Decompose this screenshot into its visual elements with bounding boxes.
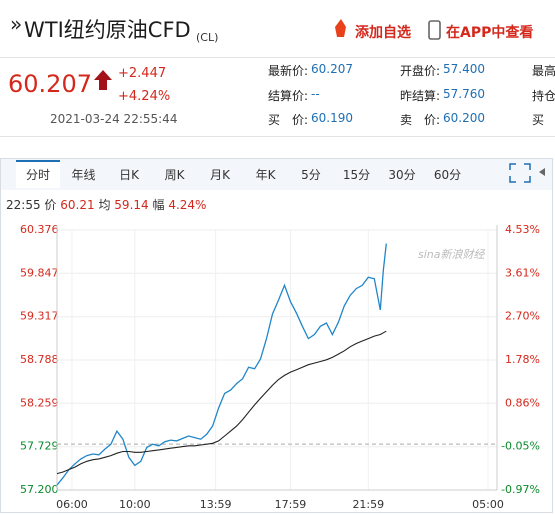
y2-tick-label: 1.78% <box>505 353 540 366</box>
field-label: 最高 <box>532 64 555 78</box>
tab-scroll[interactable] <box>539 168 545 176</box>
tab[interactable]: 年K <box>255 168 276 182</box>
y-tick-label: 59.847 <box>20 266 59 279</box>
field-label: 买 价: <box>268 113 309 127</box>
tab[interactable]: 月K <box>210 168 230 182</box>
flame-icon <box>335 19 346 37</box>
field-label: 开盘价: <box>400 64 441 78</box>
up-arrow <box>94 70 112 90</box>
info-amp: 4.24% <box>168 198 207 212</box>
field-label: 结算价: <box>268 89 309 103</box>
info-avg: 59.14 <box>114 198 149 212</box>
field-label: 卖 价: <box>400 113 441 127</box>
y-tick-label: 60.376 <box>20 223 59 236</box>
y-tick-label: 57.200 <box>20 483 59 496</box>
x-tick-label: 05:00 <box>472 498 504 511</box>
x-tick-label: 21:59 <box>352 498 384 511</box>
title-mark: » <box>10 12 23 36</box>
field-label: 买 <box>532 113 545 127</box>
x-tick-label: 17:59 <box>275 498 307 511</box>
y-tick-label: 57.729 <box>20 440 59 453</box>
tab[interactable]: 分时 <box>16 160 60 188</box>
chart-frame <box>0 158 553 513</box>
add-watchlist[interactable]: 添加自选 <box>355 25 411 41</box>
field-value: -- <box>311 87 320 101</box>
y2-tick-label: -0.97% <box>501 483 540 496</box>
info-label: 幅 <box>152 198 165 212</box>
info-line: 22:55 价 60.21 均 59.14 幅 4.24% <box>6 196 206 213</box>
y2-tick-label: 4.53% <box>505 223 540 236</box>
quote-time: 2021-03-24 22:55:44 <box>50 112 178 126</box>
y-tick-label: 58.788 <box>20 353 59 366</box>
field-value: 60.190 <box>311 111 353 125</box>
tab[interactable]: 30分 <box>388 168 416 182</box>
tab[interactable]: 日K <box>119 168 139 182</box>
watermark: sina新浪财经 <box>418 248 485 261</box>
info-price: 60.21 <box>60 198 95 212</box>
tab[interactable]: 5分 <box>301 168 321 182</box>
y2-tick-label: 3.61% <box>505 266 540 279</box>
field-value: 60.207 <box>311 62 353 76</box>
phone-icon <box>428 20 441 40</box>
field-label: 持仓 <box>532 89 555 103</box>
y2-tick-label: 0.86% <box>505 396 540 409</box>
info-time: 22:55 <box>6 198 41 212</box>
y2-tick-label: 2.70% <box>505 310 540 323</box>
tab-bar <box>1 159 552 190</box>
price-line <box>56 243 387 486</box>
field-value: 57.760 <box>443 87 485 101</box>
x-tick-label: 06:00 <box>56 498 88 511</box>
y2-tick-label: -0.05% <box>501 440 540 453</box>
field-label: 最新价: <box>268 64 309 78</box>
view-in-app[interactable]: 在APP中查看 <box>446 25 534 41</box>
tab[interactable]: 周K <box>164 168 185 182</box>
change-pct: +4.24% <box>118 89 171 104</box>
tab[interactable]: 15分 <box>342 168 371 182</box>
tab[interactable]: 60分 <box>433 168 462 182</box>
last-price: 60.207 <box>8 70 92 98</box>
average-line <box>56 330 387 475</box>
title: WTI纽约原油CFD <box>24 18 191 42</box>
info-label: 价 <box>44 198 57 212</box>
field-value: 60.200 <box>443 111 485 125</box>
x-tick-label: 13:59 <box>200 498 232 511</box>
field-value: 57.400 <box>443 62 485 76</box>
fullscreen-icon[interactable] <box>509 163 531 183</box>
field-label: 昨结算: <box>400 89 441 103</box>
y-tick-label: 59.317 <box>20 310 59 323</box>
tab[interactable]: 年线 <box>71 168 96 182</box>
info-label: 均 <box>98 198 111 212</box>
y-tick-label: 58.259 <box>20 396 59 409</box>
change: +2.447 <box>118 66 167 81</box>
x-tick-label: 10:00 <box>119 498 151 511</box>
code: (CL) <box>196 31 219 44</box>
